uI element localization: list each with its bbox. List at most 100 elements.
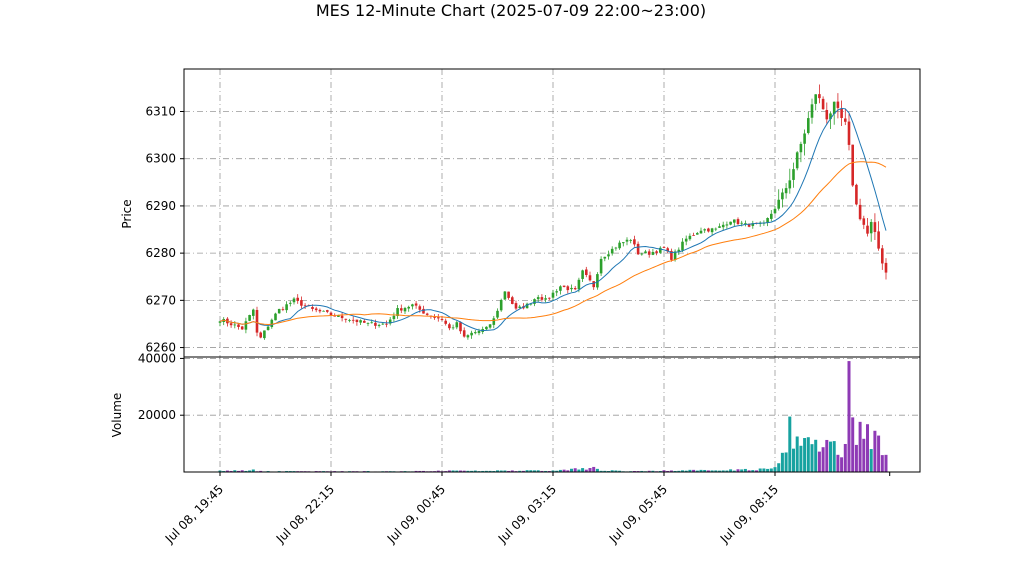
candle-body <box>673 251 677 261</box>
candle-body <box>462 330 466 337</box>
candle-body <box>488 324 492 328</box>
candle-body <box>329 312 333 316</box>
candle-body <box>614 247 618 249</box>
volume-bar <box>869 449 873 472</box>
volume-y-tick-label: 40000 <box>138 351 176 365</box>
volume-bar <box>473 470 477 472</box>
price-y-tick-label: 6280 <box>145 246 176 260</box>
volume-bar <box>229 470 233 472</box>
candle-body <box>529 303 533 305</box>
volume-bar <box>259 470 263 472</box>
volume-bar <box>880 455 884 472</box>
candle-body <box>281 309 285 310</box>
candle-body <box>455 322 459 328</box>
candle-body <box>736 219 740 225</box>
candle-body <box>474 332 477 334</box>
volume-bar <box>603 470 607 472</box>
candle-body <box>751 223 755 226</box>
candle-body <box>370 322 373 324</box>
volume-bar <box>721 470 725 472</box>
volume-bar <box>540 470 544 472</box>
candle-body <box>422 308 425 314</box>
volume-bar <box>795 436 799 472</box>
candle-body <box>514 303 518 309</box>
volume-bar <box>695 470 699 472</box>
candle-body <box>799 143 803 153</box>
volume-bar <box>718 470 721 472</box>
volume-bar <box>248 470 252 472</box>
candle-body <box>355 319 359 322</box>
candle-body <box>832 101 836 114</box>
volume-bar <box>780 452 784 472</box>
candle-body <box>766 218 769 223</box>
candle-body <box>274 313 277 321</box>
volume-bar <box>533 470 536 472</box>
candle-body <box>844 118 847 122</box>
volume-bar <box>599 470 603 472</box>
candle-body <box>677 249 681 252</box>
candle-body <box>651 251 655 255</box>
candle-body <box>311 306 314 309</box>
candle-body <box>233 324 237 326</box>
candle-body <box>681 241 684 251</box>
candle-body <box>403 307 407 312</box>
candle-body <box>770 213 773 219</box>
candle-body <box>259 332 262 338</box>
candle-body <box>318 309 322 312</box>
volume-bar <box>518 470 522 472</box>
candle-body <box>433 317 436 318</box>
candle-body <box>703 229 706 231</box>
volume-bar <box>766 468 770 472</box>
volume-bar <box>729 469 733 472</box>
volume-bar <box>481 470 485 472</box>
candle-body <box>747 223 751 227</box>
candle-body <box>218 321 222 323</box>
candle-body <box>466 335 470 338</box>
volume-bar <box>843 443 847 472</box>
candle-body <box>366 322 370 324</box>
candle-body <box>540 297 544 300</box>
candle-body <box>714 228 718 230</box>
candle-body <box>858 204 862 220</box>
volume-bar <box>799 445 803 472</box>
candle-body <box>326 310 329 312</box>
candle-body <box>721 224 725 228</box>
candle-body <box>692 235 695 236</box>
candle-body <box>633 239 636 245</box>
volume-bar <box>584 469 588 472</box>
candle-body <box>877 231 880 249</box>
candle-body <box>451 327 455 329</box>
candle-body <box>825 110 829 120</box>
candle-body <box>629 240 632 241</box>
volume-bar <box>769 468 773 472</box>
price-y-tick-label: 6290 <box>145 199 176 213</box>
candle-body <box>881 248 884 264</box>
candle-body <box>248 314 251 321</box>
candle-body <box>289 302 292 304</box>
volume-bar <box>459 470 462 472</box>
candle-body <box>511 297 514 304</box>
candle-body <box>729 221 732 225</box>
candle-body <box>300 300 303 306</box>
candle-body <box>655 251 658 253</box>
candle-body <box>647 251 651 255</box>
volume-bar <box>806 437 810 472</box>
volume-bar <box>858 421 862 472</box>
candle-body <box>581 270 584 279</box>
candle-body <box>525 303 529 309</box>
candle-body <box>411 304 414 307</box>
candle-body <box>263 330 266 339</box>
volume-bar <box>436 470 440 472</box>
volume-bar <box>496 470 499 472</box>
candle-body <box>314 308 318 311</box>
candle-body <box>551 292 555 298</box>
candle-body <box>444 320 447 324</box>
candle-body <box>707 228 710 232</box>
price-y-tick-label: 6260 <box>145 341 176 355</box>
volume-bar <box>725 470 729 472</box>
volume-bar <box>536 470 540 472</box>
volume-bar <box>788 416 792 472</box>
candle-body <box>788 180 792 189</box>
volume-bar <box>692 469 696 472</box>
